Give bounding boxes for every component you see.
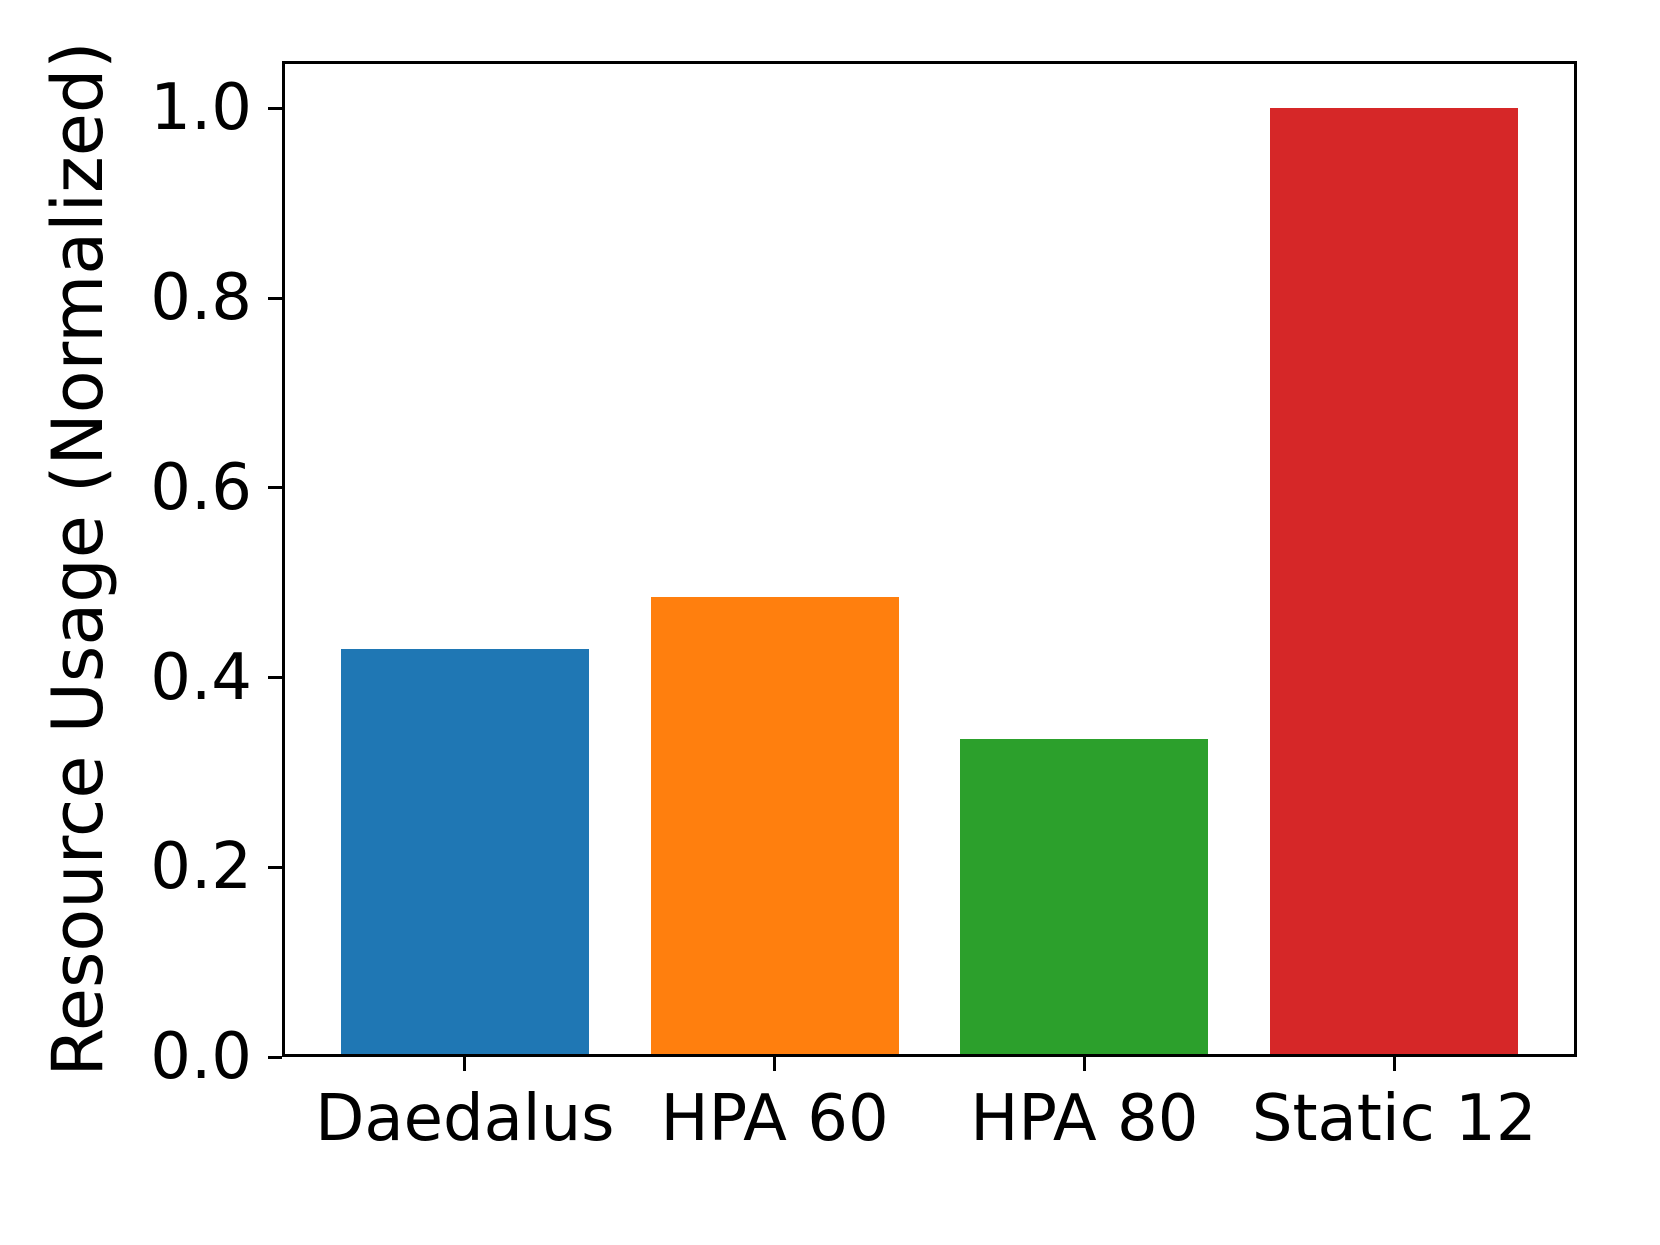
y-tick-label: 1.0 bbox=[150, 71, 252, 146]
bar-hpa-60 bbox=[650, 596, 899, 1054]
y-tick-mark bbox=[268, 676, 282, 680]
x-tick-label-hpa-60: HPA 60 bbox=[660, 1082, 889, 1156]
x-tick-mark bbox=[1392, 1057, 1396, 1071]
y-tick-label: 0.8 bbox=[150, 261, 252, 336]
y-axis-label: Resource Usage (Normalized) bbox=[37, 41, 119, 1077]
y-tick-mark bbox=[268, 865, 282, 869]
x-tick-mark bbox=[463, 1057, 467, 1071]
y-tick-label: 0.2 bbox=[150, 830, 252, 905]
y-tick-label: 0.0 bbox=[150, 1020, 252, 1094]
y-tick-mark bbox=[268, 106, 282, 110]
x-tick-mark bbox=[1082, 1057, 1086, 1071]
y-tick-label: 0.4 bbox=[150, 640, 252, 715]
x-tick-mark bbox=[773, 1057, 777, 1071]
y-tick-label: 0.6 bbox=[150, 450, 252, 525]
x-tick-label-hpa-80: HPA 80 bbox=[970, 1082, 1199, 1156]
x-tick-label-static-12: Static 12 bbox=[1251, 1082, 1537, 1156]
x-tick-label-daedalus: Daedalus bbox=[315, 1082, 615, 1156]
bar-hpa-80 bbox=[960, 739, 1209, 1054]
bar-static-12 bbox=[1270, 108, 1519, 1054]
bar-daedalus bbox=[340, 649, 589, 1054]
y-tick-mark bbox=[268, 486, 282, 490]
y-tick-mark bbox=[268, 296, 282, 300]
y-tick-mark bbox=[268, 1055, 282, 1059]
plot-area bbox=[282, 61, 1577, 1057]
